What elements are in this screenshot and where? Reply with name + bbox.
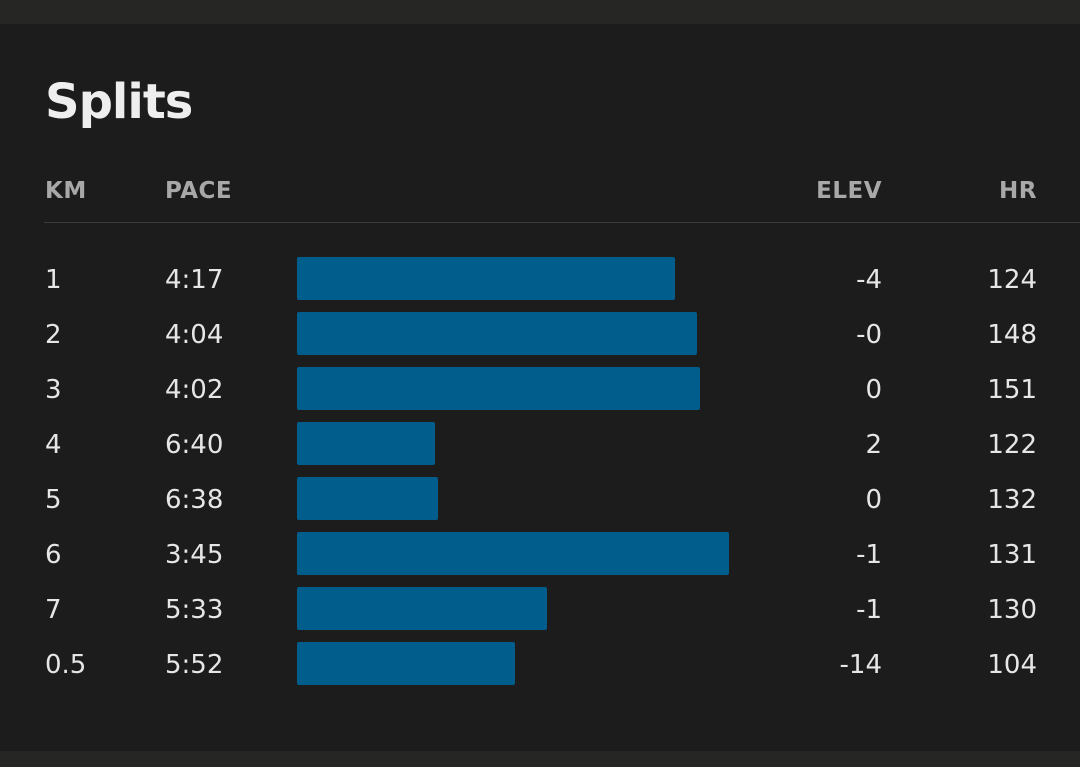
top-edge [0, 0, 1080, 24]
pace-bar [297, 367, 700, 410]
column-header-elev: ELEV [816, 178, 882, 204]
split-elev: -1 [856, 540, 882, 570]
split-pace: 4:17 [165, 265, 224, 295]
split-elev: -0 [856, 320, 882, 350]
column-header-km: KM [45, 178, 87, 204]
split-pace: 5:33 [165, 595, 224, 625]
split-pace: 3:45 [165, 540, 224, 570]
split-pace: 4:04 [165, 320, 224, 350]
split-row[interactable]: 4 6:40 2 122 [0, 421, 1080, 476]
pace-bar [297, 257, 675, 300]
split-row[interactable]: 0.5 5:52 -14 104 [0, 641, 1080, 696]
split-hr: 124 [987, 265, 1037, 295]
split-km: 4 [45, 430, 62, 460]
split-row[interactable]: 2 4:04 -0 148 [0, 311, 1080, 366]
split-elev: -4 [856, 265, 882, 295]
split-km: 3 [45, 375, 62, 405]
pace-bar [297, 312, 697, 355]
split-pace: 6:40 [165, 430, 224, 460]
split-km: 0.5 [45, 650, 87, 680]
pace-bar [297, 532, 729, 575]
column-header-hr: HR [999, 178, 1037, 204]
splits-panel: Splits KM PACE ELEV HR 1 4:17 -4 124 2 4:04 -0… [0, 24, 1080, 751]
split-km: 5 [45, 485, 62, 515]
split-km: 6 [45, 540, 62, 570]
split-elev: 0 [865, 375, 882, 405]
split-hr: 130 [987, 595, 1037, 625]
pace-bar [297, 587, 547, 630]
split-row[interactable]: 5 6:38 0 132 [0, 476, 1080, 531]
header-divider [44, 222, 1080, 223]
split-hr: 148 [987, 320, 1037, 350]
split-elev: 0 [865, 485, 882, 515]
split-pace: 6:38 [165, 485, 224, 515]
split-km: 1 [45, 265, 62, 295]
split-hr: 131 [987, 540, 1037, 570]
split-elev: -1 [856, 595, 882, 625]
split-km: 7 [45, 595, 62, 625]
splits-table: 1 4:17 -4 124 2 4:04 -0 148 3 4:02 0 151 4 6:40 2 122 5 6… [0, 256, 1080, 696]
split-hr: 104 [987, 650, 1037, 680]
split-km: 2 [45, 320, 62, 350]
split-elev: 2 [865, 430, 882, 460]
pace-bar [297, 422, 435, 465]
split-row[interactable]: 3 4:02 0 151 [0, 366, 1080, 421]
split-pace: 5:52 [165, 650, 224, 680]
pace-bar [297, 642, 515, 685]
split-row[interactable]: 1 4:17 -4 124 [0, 256, 1080, 311]
split-hr: 132 [987, 485, 1037, 515]
pace-bar [297, 477, 438, 520]
split-row[interactable]: 6 3:45 -1 131 [0, 531, 1080, 586]
page-title: Splits [45, 74, 193, 130]
split-hr: 151 [987, 375, 1037, 405]
split-hr: 122 [987, 430, 1037, 460]
split-pace: 4:02 [165, 375, 224, 405]
bottom-edge [0, 751, 1080, 767]
split-row[interactable]: 7 5:33 -1 130 [0, 586, 1080, 641]
split-elev: -14 [839, 650, 882, 680]
column-header-pace: PACE [165, 178, 233, 204]
